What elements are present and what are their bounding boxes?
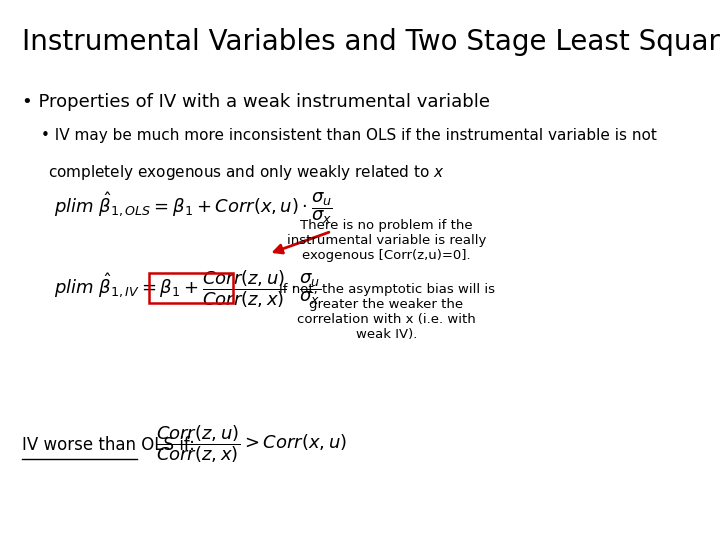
Text: IV worse than OLS if:: IV worse than OLS if: [22, 436, 195, 454]
Text: • IV may be much more inconsistent than OLS if the instrumental variable is not: • IV may be much more inconsistent than … [41, 127, 657, 143]
Text: Instrumental Variables and Two Stage Least Squares: Instrumental Variables and Two Stage Lea… [22, 28, 720, 56]
Text: $plim\ \hat{\beta}_{1,IV} = \beta_1 + \dfrac{Corr(z,u)}{Corr(z,x)} \cdot \dfrac{: $plim\ \hat{\beta}_{1,IV} = \beta_1 + \d… [54, 268, 321, 309]
Text: completely exogenous and only weakly related to $x$: completely exogenous and only weakly rel… [48, 163, 444, 181]
Text: $plim\ \hat{\beta}_{1,OLS} = \beta_1 + Corr(x,u) \cdot \dfrac{\sigma_u}{\sigma_x: $plim\ \hat{\beta}_{1,OLS} = \beta_1 + C… [54, 191, 333, 226]
Text: $\dfrac{Corr(z,u)}{Corr(z,x)} > Corr(x,u)$: $\dfrac{Corr(z,u)}{Corr(z,x)} > Corr(x,u… [156, 424, 347, 465]
Text: There is no problem if the
instrumental variable is really
exogenous [Corr(z,u)=: There is no problem if the instrumental … [287, 219, 486, 262]
Text: If not, the asymptotic bias will is
greater the weaker the
correlation with x (i: If not, the asymptotic bias will is grea… [279, 284, 495, 341]
Text: • Properties of IV with a weak instrumental variable: • Properties of IV with a weak instrumen… [22, 93, 490, 111]
